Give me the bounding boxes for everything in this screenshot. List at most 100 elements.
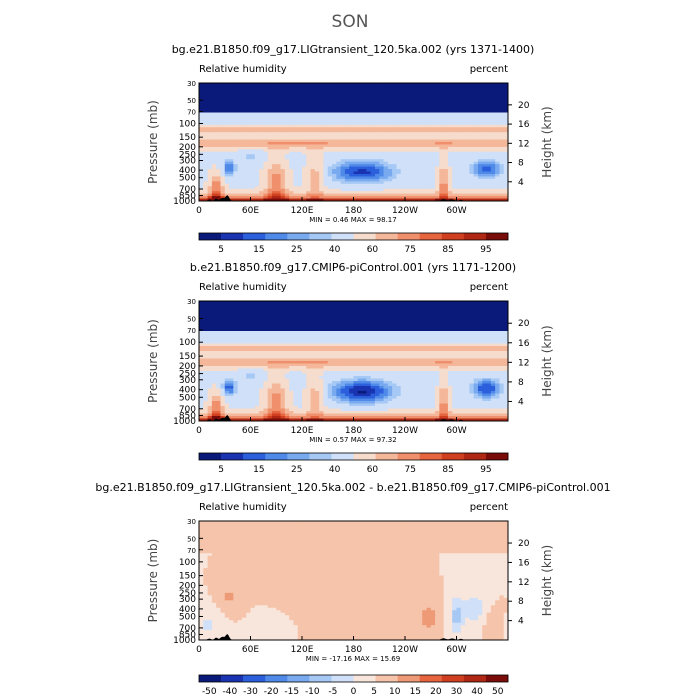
field-cell — [323, 154, 329, 158]
field-cell — [495, 129, 500, 133]
field-cell — [417, 154, 423, 158]
field-cell — [357, 83, 363, 86]
field-cell — [271, 132, 277, 136]
field-cell — [203, 119, 209, 123]
field-cell — [422, 142, 427, 145]
field-cell — [495, 144, 500, 148]
field-cell — [422, 95, 427, 99]
field-cell — [237, 124, 243, 128]
field-cell — [293, 92, 299, 96]
field-cell — [323, 134, 329, 138]
field-cell — [469, 83, 475, 86]
field-cell — [271, 127, 277, 131]
field-cell — [486, 102, 492, 106]
field-cell — [237, 144, 243, 148]
field-cell — [400, 129, 406, 133]
field-cell — [319, 139, 324, 143]
field-cell — [327, 105, 333, 109]
field-cell — [344, 156, 350, 160]
field-cell — [280, 114, 286, 118]
field-cell — [422, 105, 427, 109]
field-cell — [327, 151, 333, 155]
field-cell — [396, 129, 402, 133]
field-cell — [473, 92, 479, 96]
field-cell — [254, 107, 260, 111]
field-cell — [366, 129, 372, 133]
field-cell — [447, 112, 453, 116]
field-cell — [250, 144, 256, 148]
field-cell — [250, 127, 256, 131]
field-cell — [405, 139, 410, 143]
field-cell — [396, 156, 402, 160]
field-cell — [426, 124, 432, 128]
field-cell — [353, 137, 359, 141]
field-cell — [482, 137, 488, 141]
field-cell — [246, 119, 251, 123]
field-cell — [276, 85, 282, 89]
field-cell — [289, 92, 294, 96]
field-cell — [435, 83, 440, 86]
field-cell — [344, 142, 350, 145]
field-cell — [430, 149, 436, 153]
colorbar-swatch — [309, 233, 332, 240]
field-cell — [250, 114, 256, 118]
field-cell — [417, 92, 423, 96]
field-cell — [271, 144, 277, 148]
field-cell — [276, 127, 282, 131]
field-cell — [396, 149, 402, 153]
field-cell — [490, 119, 496, 123]
field-cell — [482, 142, 488, 145]
field-cell — [314, 156, 320, 160]
field-cell — [207, 154, 213, 158]
field-cell — [332, 129, 337, 133]
field-cell — [443, 146, 449, 150]
field-cell — [319, 122, 324, 126]
field-cell — [280, 139, 286, 143]
field-cell — [203, 97, 209, 101]
field-cell — [452, 132, 457, 136]
field-cell — [443, 127, 449, 131]
field-cell — [284, 83, 290, 86]
field-cell — [241, 97, 247, 101]
field-cell — [383, 87, 389, 91]
field-cell — [211, 105, 217, 109]
field-cell — [199, 127, 204, 131]
field-cell — [396, 154, 402, 158]
field-cell — [370, 122, 376, 126]
field-cell — [289, 117, 294, 121]
field-cell — [340, 105, 346, 109]
field-cell — [284, 114, 290, 118]
panel-title: b.e21.B1850.f09_g17.CMIP6-piControl.001 … — [190, 261, 516, 274]
field-cell — [465, 154, 470, 158]
field-cell — [297, 102, 303, 106]
field-cell — [357, 102, 363, 106]
field-cell — [314, 87, 320, 91]
field-cell — [482, 85, 488, 89]
field-cell — [241, 119, 247, 123]
field-cell — [216, 124, 221, 128]
field-cell — [499, 92, 505, 96]
field-cell — [203, 151, 209, 155]
field-cell — [224, 90, 230, 94]
field-cell — [280, 117, 286, 121]
field-cell — [237, 112, 243, 116]
field-cell — [460, 117, 466, 121]
field-cell — [263, 132, 269, 136]
field-cell — [383, 156, 389, 160]
field-cell — [302, 110, 307, 113]
colorbar-label: 15 — [253, 245, 264, 255]
field-cell — [503, 127, 509, 131]
field-cell — [396, 110, 402, 113]
field-cell — [443, 97, 449, 101]
field-cell — [207, 119, 213, 123]
field-cell — [392, 90, 397, 94]
field-cell — [199, 107, 204, 111]
field-cell — [503, 97, 509, 101]
field-cell — [460, 146, 466, 150]
field-cell — [250, 87, 256, 91]
field-cell — [439, 102, 445, 106]
field-cell — [323, 122, 329, 126]
field-cell — [357, 107, 363, 111]
field-cell — [499, 105, 505, 109]
field-cell — [374, 127, 380, 131]
